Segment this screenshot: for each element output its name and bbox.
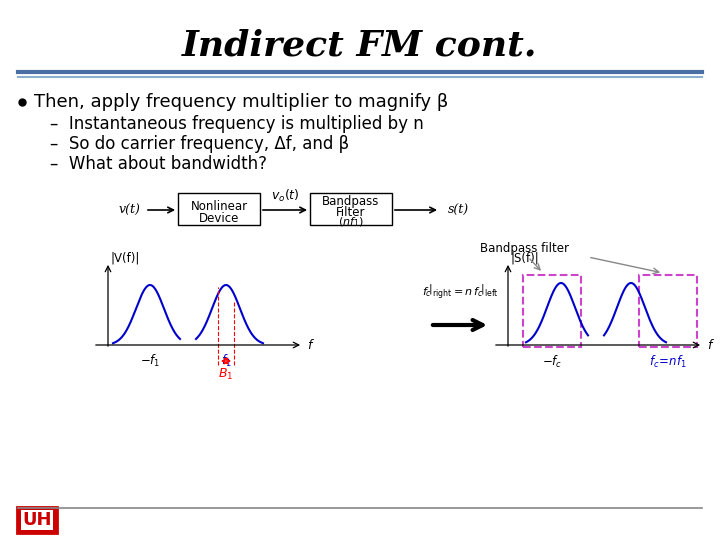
Text: Then, apply frequency multiplier to magnify β: Then, apply frequency multiplier to magn… [34, 93, 449, 111]
FancyBboxPatch shape [17, 507, 57, 533]
FancyBboxPatch shape [310, 193, 392, 225]
Text: Nonlinear: Nonlinear [190, 200, 248, 213]
FancyBboxPatch shape [178, 193, 260, 225]
Text: $f$: $f$ [307, 338, 315, 352]
Text: Bandpass filter: Bandpass filter [480, 242, 569, 255]
Text: |V(f)|: |V(f)| [111, 251, 140, 264]
Text: Filter: Filter [336, 206, 366, 219]
Text: Indirect FM cont.: Indirect FM cont. [182, 28, 538, 62]
Text: $v_o(t)$: $v_o(t)$ [271, 188, 300, 204]
Text: Bandpass: Bandpass [323, 195, 379, 208]
Text: |S(f)|: |S(f)| [511, 251, 540, 264]
Text: –  So do carrier frequency, Δf, and β: – So do carrier frequency, Δf, and β [50, 135, 349, 153]
Text: $f_c\!=\!nf_1$: $f_c\!=\!nf_1$ [649, 354, 687, 370]
Text: s(t): s(t) [448, 204, 469, 217]
Text: $-f_c$: $-f_c$ [541, 354, 562, 370]
FancyBboxPatch shape [21, 510, 53, 530]
Text: v(t): v(t) [118, 204, 140, 217]
Text: –  Instantaneous frequency is multiplied by n: – Instantaneous frequency is multiplied … [50, 115, 424, 133]
Text: $f$: $f$ [707, 338, 715, 352]
Text: $-f_1$: $-f_1$ [140, 353, 161, 369]
Text: $f_1$: $f_1$ [221, 353, 231, 369]
Bar [639, 275, 697, 347]
Text: $f_c\!\left.\right|_{\mathrm{right}}=n\,f_c\!\left.\right|_{\mathrm{left}}$: $f_c\!\left.\right|_{\mathrm{right}}=n\,… [422, 282, 498, 302]
Text: $(nf_1)$: $(nf_1)$ [338, 215, 364, 229]
Text: Device: Device [199, 213, 239, 226]
Text: UH: UH [22, 511, 52, 529]
Text: –  What about bandwidth?: – What about bandwidth? [50, 155, 267, 173]
Text: $B_1$: $B_1$ [218, 367, 234, 382]
Bar [523, 275, 581, 347]
